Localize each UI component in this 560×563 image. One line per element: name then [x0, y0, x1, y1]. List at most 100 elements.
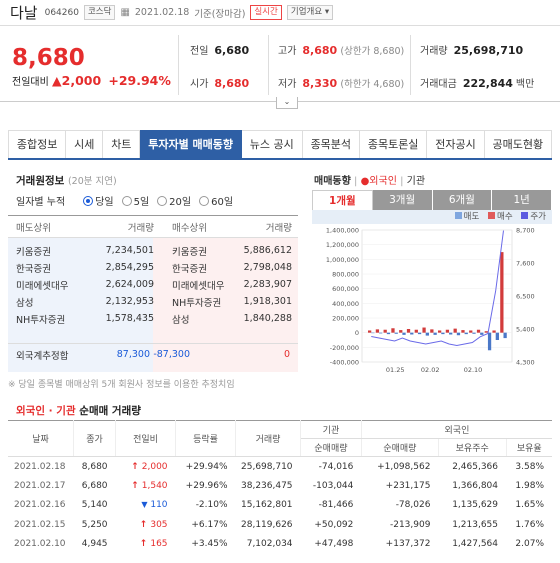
- header-date: 날짜: [8, 420, 75, 457]
- header-rate: 등락률: [175, 420, 237, 457]
- price-line: [371, 230, 504, 347]
- flow-volume: 25,698,710: [241, 461, 293, 472]
- y2-tick-label: 5,400: [516, 326, 535, 334]
- table-row: 2021.02.15 5,250 ↑ 305 +6.17% 28,119,626 +50,…: [8, 515, 552, 535]
- y-tick-label: 1,400,000: [326, 227, 359, 235]
- quote-date: 2021.02.18: [134, 7, 190, 18]
- chart-tab-1y[interactable]: 1년: [492, 190, 552, 210]
- flow-ratio: 3.58%: [515, 461, 544, 472]
- flow-subheader-row: 순매매량 순매매량 보유주수 보유율: [8, 438, 552, 457]
- period-5d[interactable]: 5일: [121, 193, 149, 208]
- broker-title-text: 거래원정보: [16, 175, 65, 187]
- tab-news[interactable]: 뉴스 공시: [241, 130, 303, 158]
- tab-investor-trading[interactable]: 투자자별 매매동향: [140, 130, 242, 158]
- chart-period-tabs: 1개월 3개월 6개월 1년: [312, 190, 552, 210]
- prev-label: 전일: [190, 46, 209, 57]
- realtime-button[interactable]: 실시간: [250, 5, 282, 20]
- flow-ratio: 2.07%: [515, 539, 544, 550]
- sell-bar: [472, 332, 476, 334]
- radio-icon: [157, 196, 168, 206]
- change-label: 전일대비: [12, 77, 49, 88]
- radio-icon: [121, 196, 132, 206]
- sell-volume: 2,854,295: [105, 262, 154, 273]
- period-20d[interactable]: 20일: [157, 193, 191, 208]
- period-60d[interactable]: 60일: [199, 193, 233, 208]
- header-foreign-net: 순매매량: [361, 438, 439, 457]
- flow-rate: +29.94%: [185, 461, 228, 472]
- buy-broker: 키움증권: [172, 246, 207, 258]
- period-today[interactable]: 당일: [83, 193, 114, 208]
- buy-volume: 5,886,612: [243, 245, 292, 256]
- flow-holding: 1,427,564: [452, 539, 499, 550]
- change-rate: +29.94%: [108, 73, 171, 88]
- sell-broker: 키움증권: [16, 246, 51, 258]
- chart-legend: 매도 매수 주가: [312, 210, 552, 224]
- tab-overview[interactable]: 종합정보: [8, 130, 67, 158]
- flow-title: 외국인 · 기관 순매매 거래량: [16, 403, 141, 418]
- divider: [178, 35, 179, 95]
- divider: [268, 35, 269, 95]
- buy-legend-swatch: [488, 212, 496, 219]
- buy-bar: [445, 329, 450, 333]
- tab-institution[interactable]: 기관: [406, 176, 426, 187]
- tab-price[interactable]: 시세: [66, 130, 104, 158]
- flow-volume: 7,102,034: [246, 539, 293, 550]
- sell-broker: NH투자증권: [16, 314, 66, 326]
- flow-diff: ↑ 1,540: [116, 476, 176, 496]
- market-badge: 코스닥: [83, 5, 116, 20]
- flow-foreign-net: +137,372: [385, 539, 431, 550]
- tab-disclosure[interactable]: 전자공시: [427, 130, 485, 158]
- tab-analysis[interactable]: 종목분석: [302, 130, 360, 158]
- tab-short-selling[interactable]: 공매도현황: [484, 130, 552, 158]
- buy-broker: 미래에셋대우: [172, 280, 225, 292]
- sell-bar: [371, 332, 375, 334]
- y-tick-label: 200,000: [332, 315, 359, 323]
- flow-table-body: 2021.02.18 8,680 ↑ 2,000 +29.94% 25,698,710 -…: [8, 457, 552, 555]
- flow-close: 5,140: [81, 500, 108, 511]
- flow-inst-net: -74,016: [318, 461, 354, 472]
- header-holding: 보유주수: [438, 438, 507, 457]
- buy-volume: 1,840,288: [243, 313, 292, 324]
- x-tick-label: 02.10: [464, 366, 483, 374]
- flow-ratio: 1.65%: [515, 500, 544, 511]
- flow-rate: -2.10%: [195, 500, 228, 511]
- tab-foreign[interactable]: ●외국인: [361, 176, 397, 187]
- sell-broker: 한국증권: [16, 263, 51, 275]
- buy-bar: [484, 331, 488, 333]
- header-sell-volume: 거래량: [127, 222, 154, 234]
- sell-bar: [379, 332, 383, 334]
- chart-tab-1m[interactable]: 1개월: [312, 190, 373, 210]
- sell-bar: [433, 332, 437, 335]
- buy-bar: [406, 329, 411, 333]
- flow-title-foreign: 외국인: [16, 405, 45, 417]
- open-value: 8,680: [214, 77, 250, 90]
- buy-bar: [438, 330, 442, 333]
- y-tick-label: 1,200,000: [326, 241, 359, 249]
- buy-bar: [422, 327, 426, 333]
- foreign-estimate-row: 외국계추정합 87,300 -87,300 0: [8, 343, 298, 365]
- up-arrow-icon: ↑: [139, 519, 151, 530]
- flow-inst-net: +50,092: [314, 519, 354, 530]
- quote-date-suffix: 기준(장마감): [194, 8, 246, 20]
- amount-unit: 백만: [515, 79, 535, 90]
- chart-tab-6m[interactable]: 6개월: [432, 190, 493, 210]
- change-value: 2,000: [61, 73, 102, 88]
- tab-chart[interactable]: 차트: [103, 130, 141, 158]
- y-tick-label: 600,000: [332, 285, 359, 293]
- broker-title: 거래원정보 (20분 지연): [16, 173, 117, 188]
- sell-bar: [487, 332, 492, 351]
- header-close: 종가: [73, 420, 117, 457]
- x-tick-label: 01.25: [386, 366, 405, 374]
- flow-chart-panel: 매매동향 | ●외국인 | 기관 1개월 3개월 6개월 1년 매도 매수 주가…: [312, 172, 552, 382]
- expand-chevron-icon[interactable]: ⌄: [276, 97, 298, 109]
- sell-volume: 2,132,953: [105, 296, 154, 307]
- stock-header: 다날 064260 코스닥 ▦ 2021.02.18 기준(장마감) 실시간 기…: [0, 0, 560, 26]
- company-overview-button[interactable]: 기업개요 ▾: [286, 5, 334, 20]
- period-selector: 일자별 누적 당일 5일 20일 60일: [16, 193, 233, 208]
- tab-discussion[interactable]: 종목토론실: [359, 130, 428, 158]
- y2-tick-label: 4,300: [516, 359, 535, 367]
- chart-tab-3m[interactable]: 3개월: [372, 190, 433, 210]
- flow-volume: 38,236,475: [241, 480, 293, 491]
- buy-broker: NH투자증권: [172, 297, 222, 309]
- open-price: 시가 8,680: [190, 75, 249, 90]
